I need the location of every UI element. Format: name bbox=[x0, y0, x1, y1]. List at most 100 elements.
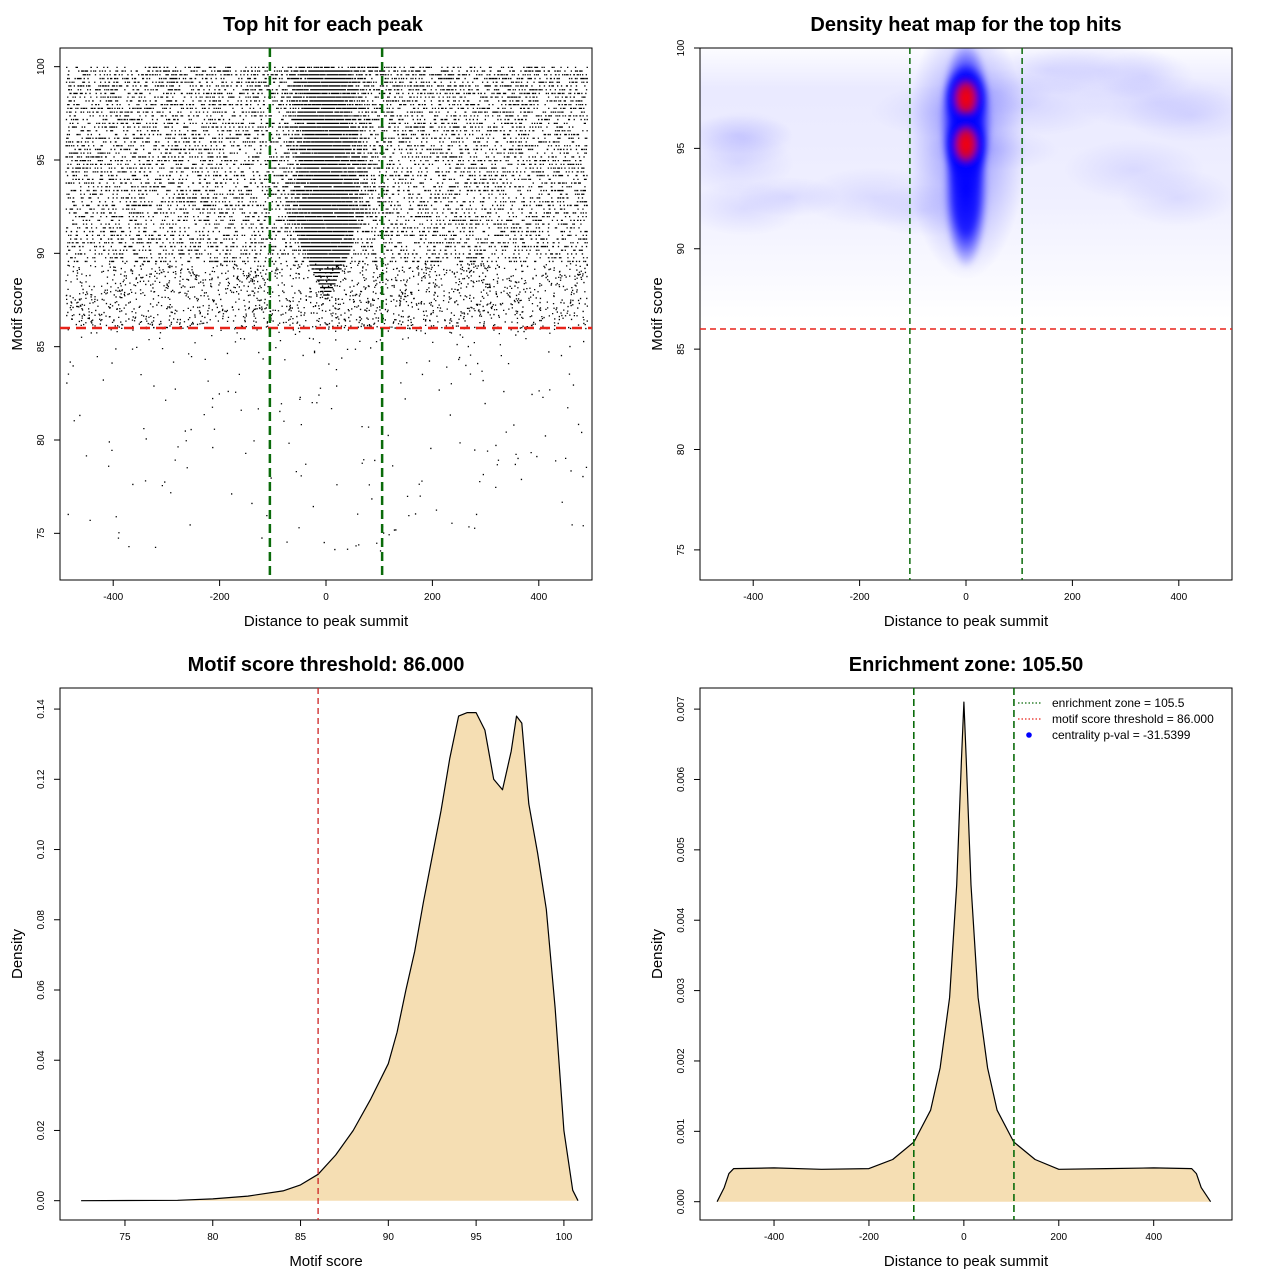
chart-title: Top hit for each peak bbox=[223, 14, 424, 36]
x-tick-label: -400 bbox=[103, 592, 123, 603]
legend-point-marker bbox=[1026, 732, 1032, 738]
y-axis-label: Motif score bbox=[9, 277, 26, 350]
legend-label: enrichment zone = 105.5 bbox=[1052, 696, 1185, 710]
y-tick-label: 95 bbox=[676, 142, 687, 154]
x-tick-label: 75 bbox=[119, 1232, 131, 1243]
y-tick-label: 0.10 bbox=[36, 839, 47, 859]
heatmap-cells bbox=[700, 48, 1232, 320]
density-curve bbox=[716, 701, 1212, 1203]
y-tick-label: 80 bbox=[676, 444, 687, 456]
scatter-points bbox=[65, 66, 588, 552]
x-tick-label: -400 bbox=[764, 1232, 784, 1243]
y-tick-label: 85 bbox=[36, 341, 47, 353]
density-area bbox=[716, 701, 1212, 1203]
y-tick-label: 75 bbox=[676, 544, 687, 556]
x-axis-label: Distance to peak summit bbox=[244, 613, 409, 630]
y-tick-label: 0.003 bbox=[676, 978, 687, 1003]
panel-enrichment-zone-density: Enrichment zone: 105.50 -400 -200 0 200 400 … bbox=[649, 654, 1233, 1270]
y-tick-label: 100 bbox=[36, 58, 47, 75]
y-tick-label: 0.006 bbox=[676, 767, 687, 792]
y-tick-label: 0.002 bbox=[676, 1048, 687, 1073]
y-tick-label: 0.004 bbox=[676, 907, 687, 932]
background-blob bbox=[1119, 168, 1232, 227]
y-tick-label: 0.007 bbox=[676, 696, 687, 721]
background-blob bbox=[700, 115, 793, 155]
y-tick-label: 0.06 bbox=[36, 980, 47, 1000]
y-tick-label: 90 bbox=[676, 243, 687, 255]
x-tick-label: 85 bbox=[295, 1232, 307, 1243]
y-axis-label: Density bbox=[649, 928, 666, 979]
plot-box bbox=[699, 687, 1233, 1221]
y-axis-label: Motif score bbox=[649, 277, 666, 350]
x-tick-label: 400 bbox=[530, 592, 547, 603]
y-tick-label: 0.005 bbox=[676, 837, 687, 862]
chart-title: Motif score threshold: 86.000 bbox=[188, 654, 465, 676]
background-blob bbox=[700, 180, 802, 236]
y-tick-label: 0.08 bbox=[36, 910, 47, 930]
heatmap-layer bbox=[700, 48, 1232, 320]
density-fill bbox=[81, 712, 578, 1201]
x-axis-label: Distance to peak summit bbox=[884, 613, 1049, 630]
y-tick-label: 0.001 bbox=[676, 1118, 687, 1143]
x-axis-label: Distance to peak summit bbox=[884, 1253, 1049, 1270]
background-blob bbox=[1125, 88, 1232, 143]
x-tick-label: 100 bbox=[556, 1232, 573, 1243]
x-tick-label: 0 bbox=[323, 592, 329, 603]
x-tick-label: -200 bbox=[859, 1232, 879, 1243]
reference-lines bbox=[912, 688, 1015, 1220]
x-tick-label: 400 bbox=[1170, 592, 1187, 603]
y-axis: 75 80 85 90 95 100 bbox=[676, 39, 700, 555]
density-area bbox=[81, 712, 579, 1202]
x-tick-label: 0 bbox=[963, 592, 969, 603]
panel-motif-score-density: Motif score threshold: 86.000 75 80 85 90 95… bbox=[9, 654, 593, 1270]
x-tick-label: 80 bbox=[207, 1232, 219, 1243]
x-tick-label: 90 bbox=[383, 1232, 395, 1243]
y-tick-label: 0.14 bbox=[36, 699, 47, 719]
legend-label: centrality p-val = -31.5399 bbox=[1052, 728, 1191, 742]
plot-box bbox=[59, 47, 593, 581]
plot-box bbox=[59, 687, 593, 1221]
reference-lines bbox=[700, 48, 1232, 580]
y-tick-label: 0.000 bbox=[676, 1189, 687, 1214]
density-fill bbox=[717, 702, 1211, 1202]
chart-title: Density heat map for the top hits bbox=[810, 14, 1121, 36]
x-axis-label: Motif score bbox=[289, 1253, 362, 1270]
y-tick-label: 80 bbox=[36, 434, 47, 446]
y-axis: 0.000 0.001 0.002 0.003 0.004 0.005 0.006 0.007 bbox=[676, 696, 700, 1214]
y-tick-label: 95 bbox=[36, 154, 47, 166]
x-axis: -400 -200 0 200 400 bbox=[743, 580, 1188, 603]
y-tick-label: 100 bbox=[676, 39, 687, 56]
x-tick-label: -200 bbox=[850, 592, 870, 603]
scatter-point-cloud bbox=[65, 66, 588, 552]
x-tick-label: 0 bbox=[961, 1232, 967, 1243]
x-tick-label: 400 bbox=[1145, 1232, 1162, 1243]
y-tick-label: 0.04 bbox=[36, 1050, 47, 1070]
x-tick-label: -400 bbox=[743, 592, 763, 603]
chart-title: Enrichment zone: 105.50 bbox=[849, 654, 1084, 676]
x-tick-label: -200 bbox=[210, 592, 230, 603]
y-tick-label: 0.02 bbox=[36, 1120, 47, 1140]
reference-lines bbox=[60, 48, 592, 580]
x-tick-label: 200 bbox=[1050, 1232, 1067, 1243]
x-axis: -400 -200 0 200 400 bbox=[764, 1220, 1162, 1243]
density-hotspot bbox=[944, 110, 988, 179]
y-axis: 75 80 85 90 95 100 bbox=[36, 58, 60, 539]
legend: enrichment zone = 105.5 motif score thres… bbox=[1018, 696, 1214, 742]
panel-top-hit-scatter: Top hit for each peak -400 -200 0 200 400 75… bbox=[9, 14, 593, 630]
y-axis: 0.00 0.02 0.04 0.06 0.08 0.10 0.12 0.14 bbox=[36, 699, 60, 1211]
x-tick-label: 95 bbox=[471, 1232, 483, 1243]
x-axis: 75 80 85 90 95 100 bbox=[119, 1220, 573, 1243]
y-tick-label: 90 bbox=[36, 247, 47, 259]
panel-density-heatmap: Density heat map for the top hits -400 -2… bbox=[649, 14, 1233, 630]
x-tick-label: 200 bbox=[424, 592, 441, 603]
y-tick-label: 0.12 bbox=[36, 769, 47, 789]
density-curve bbox=[81, 712, 579, 1202]
y-axis-label: Density bbox=[9, 928, 26, 979]
legend-label: motif score threshold = 86.000 bbox=[1052, 712, 1214, 726]
y-tick-label: 75 bbox=[36, 527, 47, 539]
y-tick-label: 85 bbox=[676, 343, 687, 355]
y-tick-label: 0.00 bbox=[36, 1191, 47, 1211]
x-tick-label: 200 bbox=[1064, 592, 1081, 603]
x-axis: -400 -200 0 200 400 bbox=[103, 580, 548, 603]
